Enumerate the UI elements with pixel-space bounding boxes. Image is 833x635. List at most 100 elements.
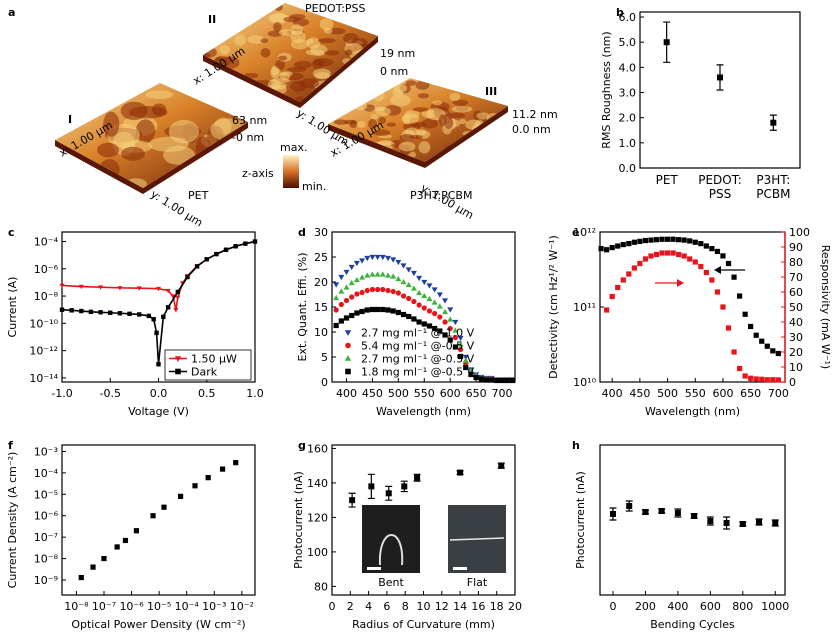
marker xyxy=(659,250,665,256)
y2-tick-label: 70 xyxy=(789,271,803,284)
annotation: Bent xyxy=(378,576,404,589)
panel-label: h xyxy=(572,439,580,452)
marker xyxy=(742,311,748,317)
y-tick-label: 10⁻⁴ xyxy=(34,236,59,249)
axis-frame xyxy=(599,231,786,383)
marker xyxy=(681,253,687,259)
x-tick-label: 550 xyxy=(414,387,435,400)
y-tick-label: 10⁻¹⁰ xyxy=(29,317,58,330)
marker xyxy=(385,490,392,497)
x-tick-label: 0.5 xyxy=(198,387,216,400)
x-axis-label: Radius of Curvature (mm) xyxy=(352,618,495,631)
marker xyxy=(452,327,459,333)
afm-grain xyxy=(121,146,145,161)
marker xyxy=(117,311,123,316)
marker xyxy=(343,297,350,304)
marker xyxy=(659,236,665,242)
marker xyxy=(79,308,84,314)
marker xyxy=(338,318,344,324)
marker xyxy=(436,292,443,298)
y-tick-label: 0.0 xyxy=(619,162,637,175)
marker xyxy=(653,237,660,243)
x-tick-label: 550 xyxy=(685,387,706,400)
afm-grain xyxy=(274,3,284,11)
x-tick-label: 20 xyxy=(508,600,522,613)
afm-grain xyxy=(444,117,454,129)
marker xyxy=(165,305,171,310)
x-tick-label: 800 xyxy=(732,600,753,613)
y-tick-label: 100 xyxy=(307,546,328,559)
x-tick-label: 500 xyxy=(657,387,678,400)
marker xyxy=(374,254,381,261)
marker xyxy=(405,267,412,273)
afm-grain xyxy=(390,94,411,107)
x-tick-label: 400 xyxy=(336,387,357,400)
marker xyxy=(359,274,366,280)
marker xyxy=(620,277,626,283)
afm-grain xyxy=(373,129,391,137)
x-axis-label: Bending Cycles xyxy=(650,618,735,631)
marker xyxy=(759,376,765,382)
afm-grain xyxy=(357,121,366,129)
marker xyxy=(753,332,759,338)
y-tick-label: 140 xyxy=(307,477,328,490)
y-tick-label: 10⁻⁹ xyxy=(34,574,58,587)
marker xyxy=(648,253,654,259)
afm-grain xyxy=(333,119,349,125)
marker xyxy=(175,295,181,301)
marker xyxy=(369,254,376,261)
marker xyxy=(395,309,401,316)
y-tick-label: 20 xyxy=(314,276,328,289)
marker xyxy=(338,301,344,308)
marker xyxy=(345,342,351,349)
afm-grain xyxy=(415,80,430,90)
marker xyxy=(364,272,371,278)
marker xyxy=(88,309,94,315)
marker xyxy=(354,291,360,297)
marker xyxy=(151,317,156,322)
marker xyxy=(452,334,458,341)
afm-grain xyxy=(446,112,466,119)
marker xyxy=(333,294,340,301)
x-tick-label: PET xyxy=(655,173,678,187)
marker xyxy=(133,528,140,534)
marker xyxy=(742,373,748,379)
marker xyxy=(400,293,407,299)
marker xyxy=(692,239,698,245)
marker xyxy=(648,237,654,243)
afm-grain xyxy=(128,106,168,119)
y2-tick-label: 50 xyxy=(789,301,803,314)
marker xyxy=(98,285,104,290)
x-tick-label: 700 xyxy=(492,387,513,400)
marker xyxy=(494,377,500,384)
marker xyxy=(338,288,345,294)
marker xyxy=(333,282,340,288)
afm-texture xyxy=(97,90,248,188)
marker xyxy=(664,250,671,256)
axis-frame xyxy=(599,444,786,596)
marker xyxy=(380,306,386,313)
marker xyxy=(359,258,366,264)
afm-grain xyxy=(103,111,120,137)
marker xyxy=(426,323,433,329)
afm-grain xyxy=(219,44,230,55)
marker xyxy=(192,483,198,489)
marker xyxy=(658,508,665,514)
marker xyxy=(400,311,407,318)
y-tick-label: 160 xyxy=(307,442,328,455)
marker xyxy=(457,335,464,342)
marker xyxy=(748,323,754,330)
y-tick-label: 10⁻³ xyxy=(34,445,58,458)
marker xyxy=(369,286,376,293)
marker xyxy=(720,304,726,310)
marker xyxy=(252,239,258,244)
marker xyxy=(375,286,381,293)
y-tick-label: 10¹⁰ xyxy=(573,376,596,389)
marker xyxy=(177,493,184,499)
marker xyxy=(354,310,360,316)
marker xyxy=(478,376,484,382)
y-tick-label: 5.0 xyxy=(619,36,637,49)
marker xyxy=(343,315,350,321)
